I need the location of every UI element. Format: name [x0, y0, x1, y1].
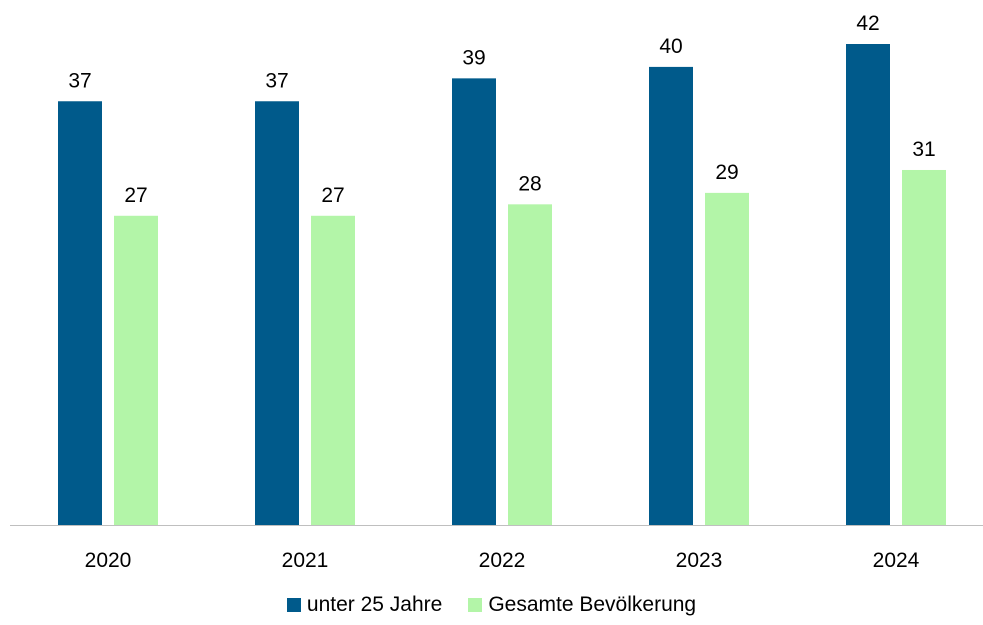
x-tick-label-2024: 2024	[873, 549, 920, 572]
x-tick-label-2020: 2020	[85, 549, 132, 572]
bar-unter-25-2021	[255, 101, 299, 525]
x-tick-label-2021: 2021	[282, 549, 329, 572]
legend-item-series-1: unter 25 Jahre	[286, 593, 443, 617]
x-tick-label-2023: 2023	[676, 549, 723, 572]
x-tick-labels-layer: 2020 2021 2022 2023 2024	[85, 549, 920, 572]
bar-gesamt-2022	[508, 204, 552, 526]
legend-swatch-series-1	[286, 598, 301, 612]
data-label-gesamt-2021: 27	[321, 184, 344, 207]
data-labels-layer: 37 27 37 27 39 28 40 29 42 31	[68, 12, 935, 207]
bar-unter-25-2022	[452, 78, 496, 525]
bars-layer	[58, 44, 946, 526]
x-tick-label-2022: 2022	[479, 549, 526, 572]
bar-gesamt-2020	[114, 215, 158, 526]
data-label-unter-25-2022: 39	[462, 46, 485, 69]
bar-gesamt-2023	[705, 192, 749, 525]
data-label-gesamt-2020: 27	[124, 184, 147, 207]
data-label-gesamt-2023: 29	[715, 161, 738, 184]
data-label-unter-25-2020: 37	[68, 69, 91, 92]
data-label-unter-25-2021: 37	[265, 69, 288, 92]
bar-gesamt-2021	[311, 215, 355, 526]
legend-label-series-1: unter 25 Jahre	[306, 593, 443, 616]
legend-swatch-series-2	[468, 598, 483, 612]
bar-gesamt-2024	[902, 169, 946, 525]
bar-unter-25-2024	[846, 44, 890, 525]
data-label-gesamt-2022: 28	[518, 172, 541, 195]
data-label-unter-25-2024: 42	[856, 12, 879, 35]
bar-unter-25-2023	[649, 66, 693, 526]
data-label-gesamt-2024: 31	[912, 138, 935, 161]
legend-label-series-2: Gesamte Bevölkerung	[488, 593, 697, 616]
data-label-unter-25-2023: 40	[659, 35, 682, 58]
bar-unter-25-2020	[58, 101, 102, 525]
legend-item-series-2: Gesamte Bevölkerung	[468, 593, 696, 617]
legend: unter 25 Jahre Gesamte Bevölkerung	[0, 593, 983, 617]
